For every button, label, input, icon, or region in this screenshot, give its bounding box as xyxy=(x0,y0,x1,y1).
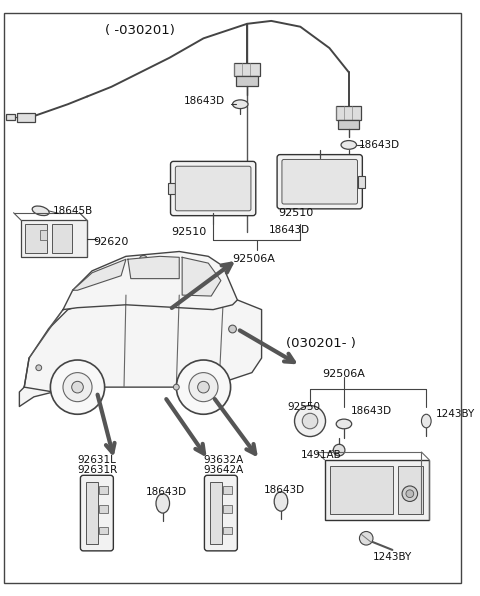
Bar xyxy=(21,221,87,257)
Circle shape xyxy=(302,413,318,429)
Bar xyxy=(99,505,108,513)
Bar xyxy=(223,505,231,513)
Bar xyxy=(398,465,423,514)
Circle shape xyxy=(360,532,373,545)
Circle shape xyxy=(50,360,105,414)
Text: 18643D: 18643D xyxy=(184,97,225,106)
Text: 1243BY: 1243BY xyxy=(373,552,412,561)
Ellipse shape xyxy=(274,492,288,511)
FancyBboxPatch shape xyxy=(175,166,251,211)
FancyBboxPatch shape xyxy=(277,154,362,209)
Polygon shape xyxy=(19,295,262,406)
Ellipse shape xyxy=(341,141,357,149)
Bar xyxy=(6,114,14,120)
Circle shape xyxy=(72,381,84,393)
Text: 18643D: 18643D xyxy=(359,140,400,150)
Text: 92506A: 92506A xyxy=(323,368,365,378)
Text: 92510: 92510 xyxy=(171,227,206,237)
Bar xyxy=(86,482,98,544)
Polygon shape xyxy=(63,252,238,310)
Circle shape xyxy=(189,372,218,402)
Circle shape xyxy=(36,365,42,371)
Text: 18643D: 18643D xyxy=(351,406,392,417)
Bar xyxy=(338,120,360,129)
Bar xyxy=(223,527,231,535)
Text: 18643D: 18643D xyxy=(145,487,186,497)
Bar xyxy=(210,482,222,544)
Text: 1491AB: 1491AB xyxy=(300,450,341,460)
Polygon shape xyxy=(72,259,126,290)
Bar xyxy=(99,486,108,493)
Bar xyxy=(52,224,72,253)
Circle shape xyxy=(406,490,414,498)
Circle shape xyxy=(402,486,418,501)
Text: ( -030201): ( -030201) xyxy=(105,24,175,37)
Bar xyxy=(25,224,47,253)
Text: 92506A: 92506A xyxy=(232,254,276,264)
Ellipse shape xyxy=(232,100,248,108)
Text: 1243BY: 1243BY xyxy=(436,409,475,419)
Bar xyxy=(168,183,175,194)
Ellipse shape xyxy=(336,419,352,429)
Circle shape xyxy=(228,325,237,333)
Bar xyxy=(223,486,231,493)
Text: 93642A: 93642A xyxy=(204,465,244,476)
Circle shape xyxy=(198,381,209,393)
Bar xyxy=(40,230,48,240)
Ellipse shape xyxy=(32,206,49,216)
Text: 18643D: 18643D xyxy=(268,225,310,235)
Text: 93632A: 93632A xyxy=(204,455,244,465)
Circle shape xyxy=(295,405,325,436)
Bar xyxy=(17,113,35,122)
Bar xyxy=(330,465,393,514)
Ellipse shape xyxy=(156,493,169,513)
FancyBboxPatch shape xyxy=(170,162,256,216)
Text: 92620: 92620 xyxy=(93,237,128,247)
Bar xyxy=(324,460,429,520)
Circle shape xyxy=(176,360,230,414)
Circle shape xyxy=(333,444,345,456)
Circle shape xyxy=(173,384,179,390)
Bar xyxy=(358,176,365,188)
Circle shape xyxy=(63,372,92,402)
Text: 92510: 92510 xyxy=(278,208,313,218)
Text: 92631L: 92631L xyxy=(77,455,116,465)
Bar xyxy=(336,106,361,120)
Text: 18643D: 18643D xyxy=(264,485,305,495)
Text: 92550: 92550 xyxy=(288,402,321,412)
FancyBboxPatch shape xyxy=(204,475,238,551)
Bar xyxy=(234,63,260,76)
Text: (030201- ): (030201- ) xyxy=(286,337,356,350)
Ellipse shape xyxy=(421,414,431,428)
Bar xyxy=(99,527,108,535)
Text: 18645B: 18645B xyxy=(52,206,93,216)
Polygon shape xyxy=(182,257,221,296)
Circle shape xyxy=(140,255,147,263)
Polygon shape xyxy=(128,256,179,278)
FancyBboxPatch shape xyxy=(282,160,358,204)
Text: 92631R: 92631R xyxy=(77,465,118,476)
FancyBboxPatch shape xyxy=(81,475,113,551)
Bar xyxy=(237,76,258,86)
